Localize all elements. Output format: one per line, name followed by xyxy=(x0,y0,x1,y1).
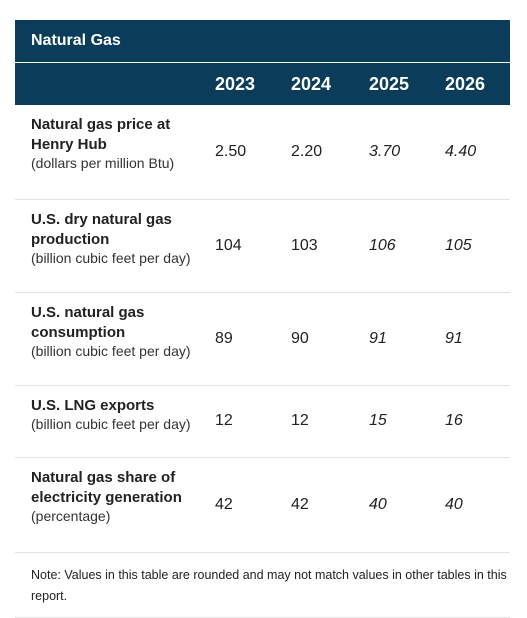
table-row: U.S. dry natural gas production (billion… xyxy=(15,199,510,292)
value-cell: 15 xyxy=(369,412,387,429)
value-cell: 2.50 xyxy=(215,142,247,160)
row-name: Natural gas price at Henry Hub xyxy=(31,116,171,153)
row-name: U.S. LNG exports xyxy=(31,396,155,414)
year-header-2023: 2023 xyxy=(215,73,256,94)
value-cell: 40 xyxy=(369,495,387,513)
row-name: U.S. natural gas consumption xyxy=(31,303,145,341)
value-cell: 91 xyxy=(445,329,463,347)
value-cell: 104 xyxy=(215,236,242,254)
year-header-2025: 2025 xyxy=(369,73,410,94)
table-row: Natural gas price at Henry Hub (dollars … xyxy=(15,105,510,199)
value-cell: 16 xyxy=(445,412,463,429)
value-cell: 2.20 xyxy=(291,142,323,160)
row-label: U.S. LNG exports (billion cubic feet per… xyxy=(15,385,215,457)
row-label: U.S. dry natural gas production (billion… xyxy=(15,199,215,292)
value-cell: 103 xyxy=(291,236,318,254)
row-label: Natural gas share of electricity generat… xyxy=(15,457,215,552)
year-header-row: 2023 2024 2025 2026 xyxy=(15,63,510,105)
row-label: Natural gas price at Henry Hub (dollars … xyxy=(15,105,215,199)
value-cell: 3.70 xyxy=(369,142,401,160)
row-unit: (billion cubic feet per day) xyxy=(31,249,191,266)
table-row: U.S. natural gas consumption (billion cu… xyxy=(15,292,510,385)
year-header-2024: 2024 xyxy=(291,73,332,94)
row-label: U.S. natural gas consumption (billion cu… xyxy=(15,292,215,385)
value-cell: 12 xyxy=(291,412,309,429)
value-cell: 42 xyxy=(291,495,309,513)
year-header-2026: 2026 xyxy=(445,73,486,94)
value-cell: 89 xyxy=(215,329,233,347)
row-name: Natural gas share of electricity generat… xyxy=(31,468,182,506)
row-unit: (dollars per million Btu) xyxy=(31,155,175,171)
value-cell: 105 xyxy=(445,236,472,254)
value-cell: 91 xyxy=(369,329,387,347)
table-row: U.S. LNG exports (billion cubic feet per… xyxy=(15,385,510,457)
table-row: Natural gas share of electricity generat… xyxy=(15,457,510,552)
value-cell: 40 xyxy=(445,495,463,513)
row-name: U.S. dry natural gas production xyxy=(31,210,172,248)
natural-gas-table-card: Natural Gas 2023 2024 2025 2026 Natural … xyxy=(15,20,510,618)
row-unit: (percentage) xyxy=(31,507,111,524)
value-cell: 12 xyxy=(215,412,233,429)
table-note: Note: Values in this table are rounded a… xyxy=(15,553,510,618)
natural-gas-table: 2023 2024 2025 2026 Natural gas price at… xyxy=(15,63,510,553)
value-cell: 4.40 xyxy=(445,142,477,160)
value-cell: 90 xyxy=(291,329,309,347)
row-unit: (billion cubic feet per day) xyxy=(31,342,191,359)
value-cell: 42 xyxy=(215,495,233,513)
table-title: Natural Gas xyxy=(15,20,510,63)
value-cell: 106 xyxy=(369,236,396,254)
row-unit: (billion cubic feet per day) xyxy=(31,415,191,432)
label-column-header xyxy=(15,63,215,105)
